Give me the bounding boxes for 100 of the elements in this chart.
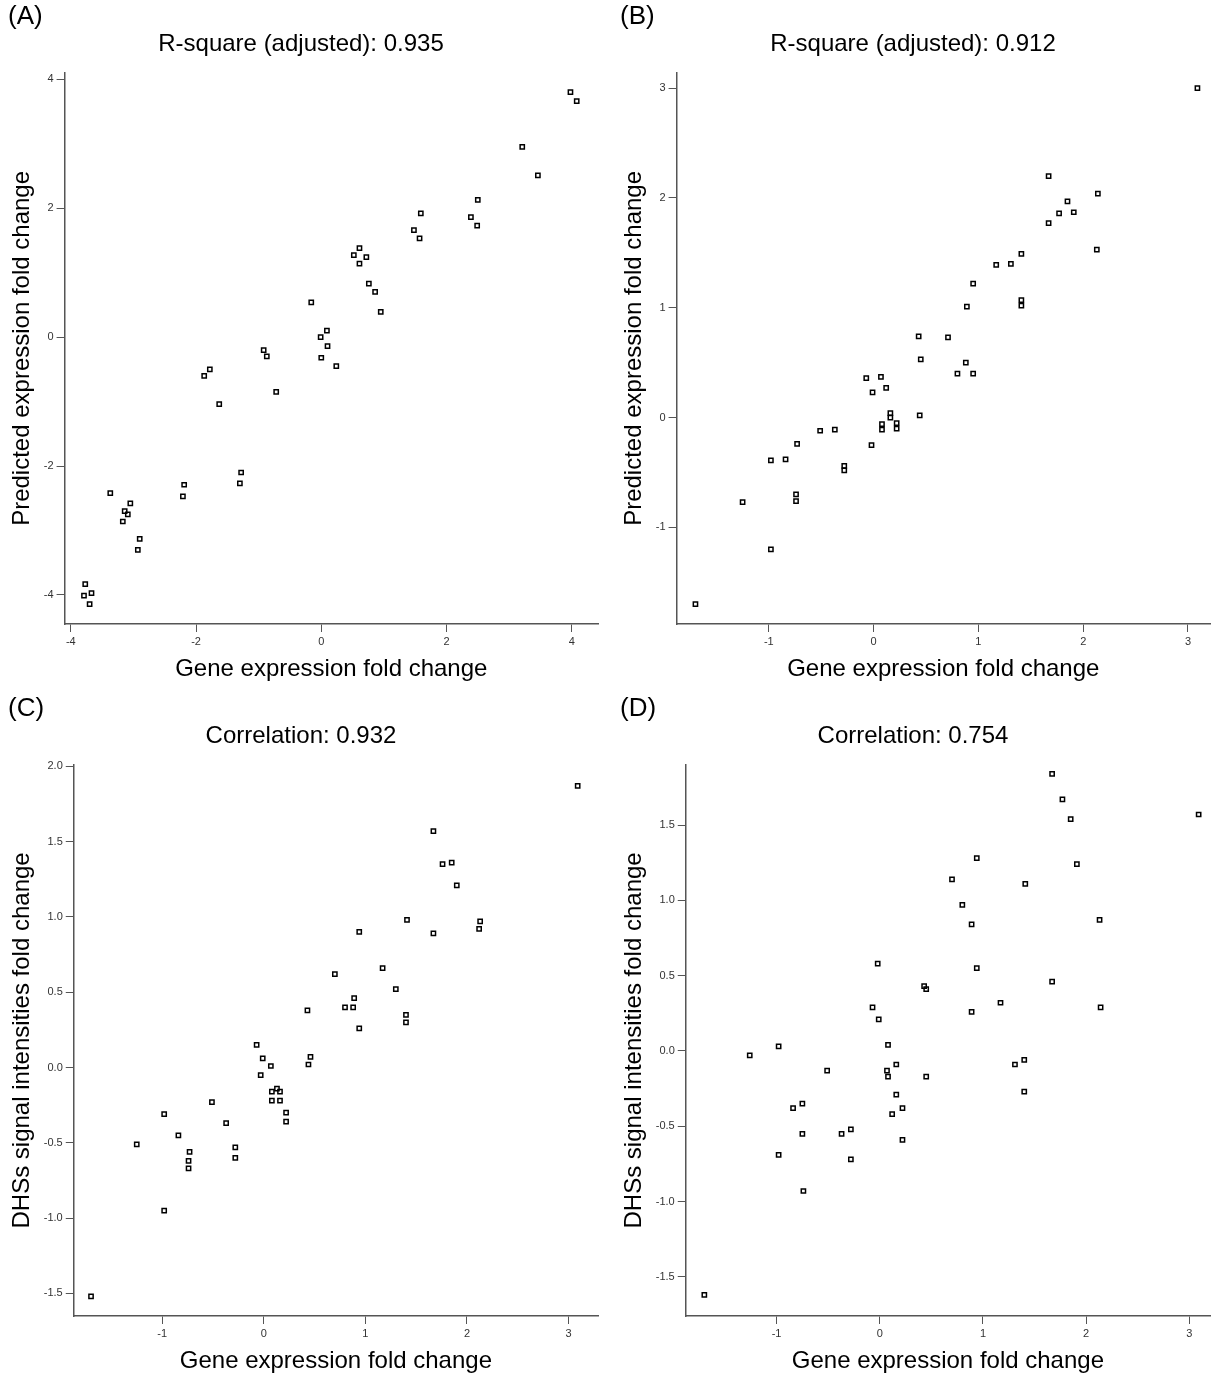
point	[133, 1141, 140, 1148]
point	[331, 971, 338, 978]
point	[273, 389, 280, 395]
y-tick-label: 0	[47, 330, 54, 343]
point	[88, 1293, 94, 1300]
point	[962, 359, 969, 366]
point	[701, 1292, 708, 1298]
point	[945, 334, 951, 341]
y-tick-label: 4	[47, 72, 54, 85]
point	[201, 372, 208, 379]
y-tick-label: 3	[659, 81, 666, 94]
y-tick-label: -1	[655, 520, 666, 533]
point	[474, 196, 481, 203]
point	[800, 1188, 807, 1194]
point	[403, 1019, 409, 1026]
point	[1096, 917, 1103, 923]
y-tick-label: -2	[43, 459, 54, 472]
y-tick-label: 1	[659, 300, 666, 313]
point	[879, 426, 885, 433]
point	[573, 98, 580, 105]
point	[889, 1111, 896, 1118]
point	[318, 354, 325, 361]
y-tick-label: -1.0	[43, 1211, 63, 1224]
y-axis-title: Predicted expression fold change	[619, 170, 647, 526]
point	[848, 1156, 854, 1163]
point	[1008, 260, 1014, 267]
point	[885, 1042, 891, 1048]
x-axis-title: Gene expression fold change	[787, 654, 1100, 682]
point	[269, 1097, 275, 1104]
x-tick-label: -4	[65, 634, 76, 647]
point	[1056, 210, 1062, 217]
point	[884, 1067, 890, 1074]
y-tick-label: 2	[659, 191, 666, 203]
point	[1067, 816, 1074, 822]
point	[841, 467, 848, 474]
point	[468, 214, 474, 221]
point	[817, 427, 824, 434]
point	[277, 1097, 283, 1104]
y-tick-label: -0.5	[43, 1135, 63, 1148]
x-tick-label: 2	[463, 1326, 470, 1339]
x-tick-label: -1	[157, 1326, 168, 1339]
point	[417, 210, 424, 217]
point	[799, 1100, 806, 1107]
x-tick-label: 1	[979, 1326, 987, 1339]
y-tick-label: 0.0	[659, 1043, 675, 1056]
point	[949, 876, 955, 883]
point	[868, 442, 875, 448]
point	[232, 1155, 239, 1161]
x-tick-label: 1	[975, 634, 982, 647]
point	[1018, 251, 1025, 257]
point	[768, 546, 774, 553]
y-tick-label: 0.5	[659, 968, 675, 981]
y-tick-label: -0.5	[655, 1119, 675, 1132]
point	[283, 1109, 289, 1116]
point	[356, 1025, 363, 1032]
point	[223, 1120, 230, 1127]
point	[799, 1130, 806, 1137]
point	[283, 1118, 289, 1125]
point	[379, 965, 386, 971]
x-tick-label: 2	[1080, 634, 1087, 647]
point	[324, 327, 330, 334]
point	[790, 1105, 796, 1112]
y-tick-label: -1.5	[43, 1286, 63, 1299]
point	[831, 426, 838, 433]
point	[88, 590, 95, 596]
x-axis-title: Gene expression fold change	[175, 654, 488, 682]
y-axis-title: DHSs signal intensities fold change	[7, 852, 35, 1229]
y-tick-label: 2.0	[47, 759, 63, 772]
point	[863, 375, 870, 381]
point	[86, 601, 93, 607]
point	[363, 254, 370, 261]
point	[973, 965, 980, 971]
point	[237, 480, 243, 487]
point	[377, 309, 384, 315]
x-tick-label: 3	[565, 1326, 572, 1339]
chart-title: Correlation: 0.932	[205, 721, 397, 749]
y-tick-label: 1.0	[659, 893, 675, 906]
x-tick-label: 4	[568, 634, 575, 647]
x-tick-label: 0	[870, 634, 877, 647]
y-axis-title: Predicted expression fold change	[7, 170, 35, 526]
x-tick-label: 3	[1186, 1326, 1193, 1339]
point	[136, 536, 143, 542]
point	[893, 420, 900, 426]
point	[1070, 209, 1077, 216]
point	[307, 1054, 314, 1060]
point	[794, 441, 800, 447]
point	[448, 859, 455, 866]
point	[107, 490, 114, 496]
x-tick-label: 2	[1083, 1326, 1090, 1339]
y-tick-label: 0.0	[47, 1060, 63, 1073]
x-tick-label: 2	[443, 634, 450, 647]
point	[921, 983, 928, 990]
point	[875, 1016, 882, 1023]
point	[476, 926, 482, 932]
point	[411, 227, 417, 233]
point	[739, 499, 746, 505]
point	[333, 363, 340, 369]
point	[430, 828, 437, 834]
point	[82, 581, 89, 587]
y-tick-label: 1.5	[659, 818, 675, 831]
